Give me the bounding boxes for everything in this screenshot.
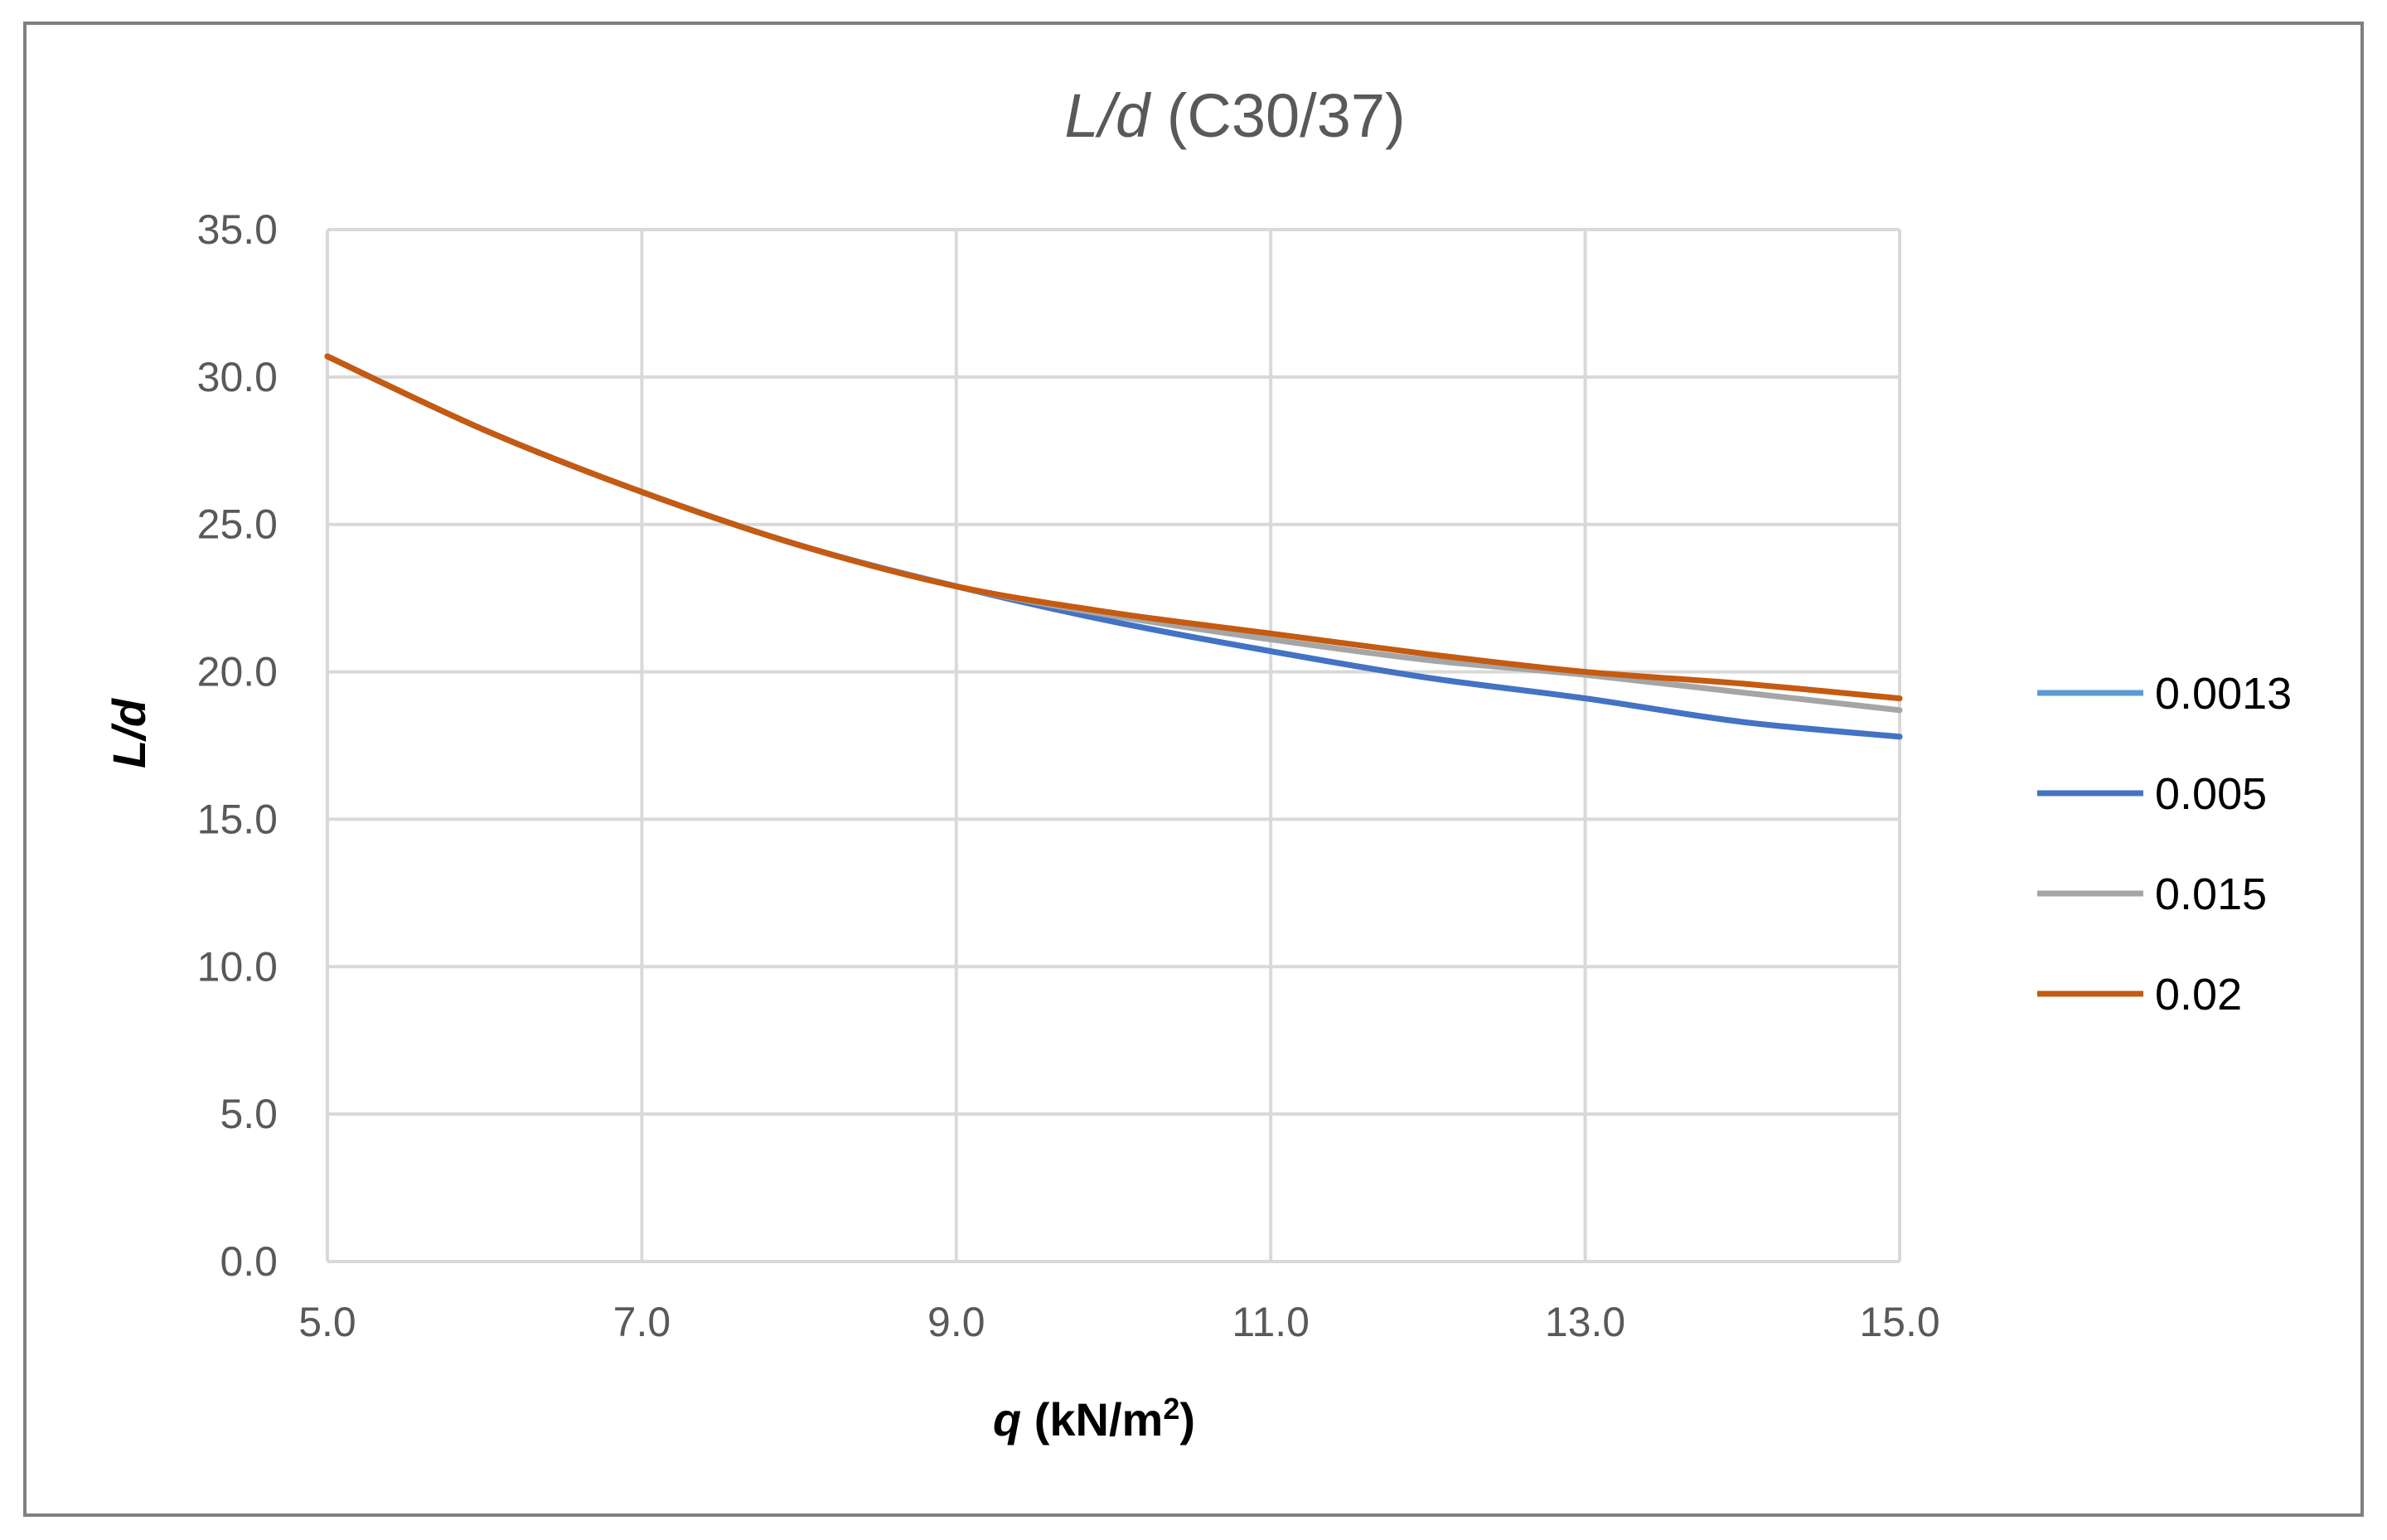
horizontal-gridlines (327, 228, 1900, 1116)
legend-label-0.0013: 0.0013 (2155, 669, 2292, 719)
y-tick-label: 25.0 (197, 501, 278, 548)
legend-label-0.015: 0.015 (2155, 869, 2267, 919)
y-tick-label: 20.0 (197, 649, 278, 695)
x-axis-title: q (kN/m2) (993, 1392, 1195, 1446)
vertical-gridlines (640, 230, 1901, 1262)
chart-frame (23, 22, 2364, 1517)
y-tick-labels: 0.0 5.0 10.0 15.0 20.0 25.0 30.0 35.0 (197, 206, 278, 1285)
y-tick-label: 30.0 (197, 354, 278, 400)
x-tick-label: 9.0 (927, 1299, 985, 1345)
y-tick-label: 35.0 (197, 206, 278, 253)
series-line-0.02 (324, 353, 1903, 702)
axes (326, 230, 1900, 1263)
series-line-0.015 (324, 353, 1903, 714)
chart-title: L/d (C30/37) (1064, 81, 1405, 150)
legend: 0.0013 0.005 0.015 0.02 (2037, 669, 2292, 1019)
x-tick-label: 13.0 (1545, 1299, 1625, 1345)
x-tick-label: 11.0 (1232, 1299, 1310, 1345)
y-tick-label: 10.0 (197, 943, 278, 990)
series-lines (324, 353, 1903, 740)
y-tick-label: 0.0 (220, 1238, 278, 1285)
y-tick-label: 15.0 (197, 796, 278, 842)
legend-label-0.005: 0.005 (2155, 769, 2267, 819)
x-tick-label: 7.0 (613, 1299, 671, 1345)
y-axis-title: L/d (103, 697, 155, 768)
x-tick-labels: 5.0 7.0 9.0 11.0 13.0 15.0 (298, 1299, 1939, 1345)
legend-label-0.02: 0.02 (2155, 970, 2242, 1019)
x-tick-label: 15.0 (1859, 1299, 1939, 1345)
y-tick-label: 5.0 (220, 1091, 278, 1137)
x-tick-label: 5.0 (298, 1299, 356, 1345)
